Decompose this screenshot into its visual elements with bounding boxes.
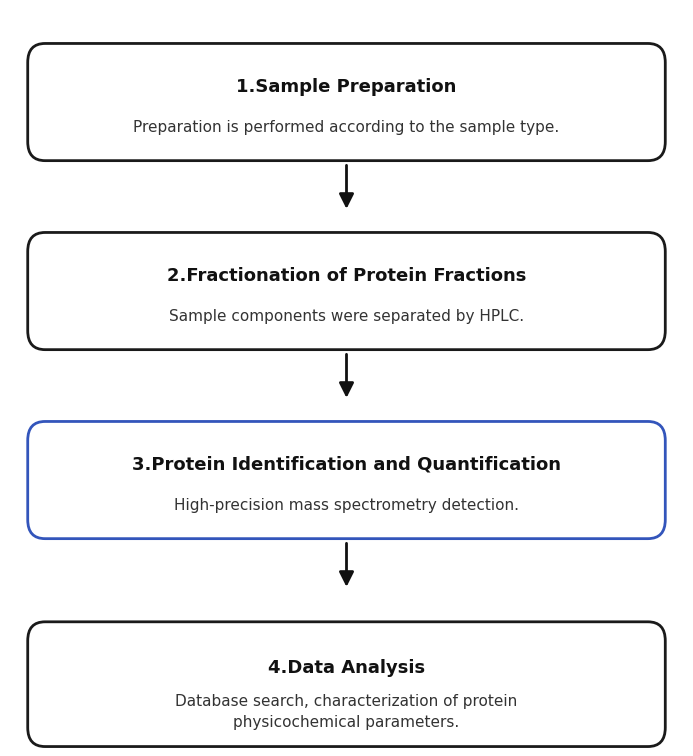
Text: 4.Data Analysis: 4.Data Analysis [268,659,425,677]
Text: Database search, characterization of protein
physicochemical parameters.: Database search, characterization of pro… [175,693,518,730]
FancyBboxPatch shape [28,44,665,161]
Text: Preparation is performed according to the sample type.: Preparation is performed according to th… [133,120,560,135]
FancyBboxPatch shape [28,233,665,349]
Text: 2.Fractionation of Protein Fractions: 2.Fractionation of Protein Fractions [167,267,526,285]
Text: Sample components were separated by HPLC.: Sample components were separated by HPLC… [169,309,524,324]
FancyBboxPatch shape [28,422,665,538]
FancyBboxPatch shape [28,621,665,747]
Text: 1.Sample Preparation: 1.Sample Preparation [236,78,457,96]
Text: High-precision mass spectrometry detection.: High-precision mass spectrometry detecti… [174,498,519,513]
Text: 3.Protein Identification and Quantification: 3.Protein Identification and Quantificat… [132,456,561,474]
